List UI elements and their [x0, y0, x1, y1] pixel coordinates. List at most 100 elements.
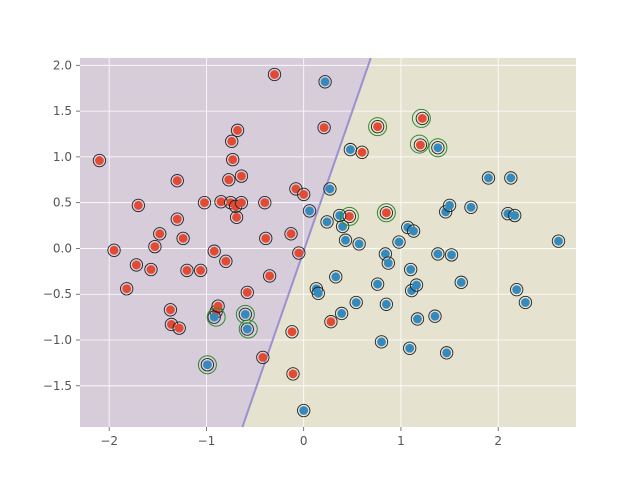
data-point-class-1 [318, 75, 332, 89]
data-point-class-1 [508, 208, 522, 223]
data-point-class-0 [370, 120, 385, 134]
data-point-class-1 [481, 171, 496, 185]
y-axis: −1.5 −1.0 −0.5 0.0 0.5 1.0 1.5 2.0 [43, 58, 80, 393]
data-point-class-1 [404, 262, 418, 277]
data-point-class-0 [413, 138, 428, 152]
data-point-class-0 [267, 67, 282, 82]
data-point-class-0 [129, 258, 144, 272]
data-point-class-0 [229, 210, 244, 224]
data-point-class-1 [504, 171, 518, 185]
data-point-class-1 [440, 346, 454, 360]
data-point-class-0 [92, 153, 107, 168]
x-tick-label: 2 [494, 434, 502, 448]
data-point-class-1 [444, 248, 459, 262]
support-vector-ring [197, 355, 217, 375]
support-vector-ring [339, 206, 359, 226]
plot-area [80, 57, 576, 428]
data-point-class-1 [343, 142, 358, 157]
support-vector-ring [428, 138, 448, 158]
data-point-class-0 [240, 285, 254, 300]
data-point-class-1 [551, 234, 566, 248]
x-tick-label: 1 [397, 434, 405, 448]
data-point-class-1 [381, 256, 395, 270]
data-point-class-0 [193, 263, 208, 278]
data-points [92, 67, 566, 418]
support-vector-ring [376, 203, 396, 223]
data-point-class-0 [222, 173, 236, 187]
data-point-class-1 [240, 322, 254, 336]
y-tick-label: 0.0 [53, 241, 72, 255]
data-point-class-0 [197, 196, 212, 210]
data-point-class-1 [454, 275, 468, 289]
data-point-class-0 [234, 196, 249, 210]
data-point-class-0 [226, 152, 240, 167]
x-tick-label: −1 [198, 434, 216, 448]
data-point-class-0 [297, 187, 311, 202]
data-point-class-1 [329, 270, 343, 284]
x-tick-label: 0 [300, 434, 308, 448]
data-point-class-1 [428, 309, 442, 323]
data-point-class-0 [225, 134, 239, 148]
data-point-class-0 [153, 227, 167, 241]
data-point-class-0 [176, 231, 190, 246]
data-point-class-0 [120, 282, 134, 296]
support-vector-ring [409, 134, 429, 154]
data-point-class-0 [256, 350, 270, 365]
support-vector-ring [206, 307, 226, 327]
data-point-class-0 [107, 243, 121, 257]
data-point-class-1 [333, 208, 347, 223]
data-point-class-1 [302, 204, 317, 218]
data-point-class-0 [144, 262, 158, 277]
data-point-class-1 [431, 247, 445, 261]
support-vector-rings [197, 108, 448, 375]
data-point-class-1 [200, 358, 215, 372]
data-point-class-1 [320, 215, 334, 229]
data-point-class-1 [323, 182, 337, 196]
data-point-class-0 [170, 174, 184, 188]
data-point-class-1 [392, 235, 406, 249]
data-point-class-0 [219, 254, 233, 268]
y-tick-label: 0.5 [53, 196, 72, 210]
data-point-class-0 [284, 227, 298, 241]
y-tick-label: 1.0 [53, 150, 72, 164]
data-point-class-1 [207, 310, 221, 324]
data-point-class-1 [518, 295, 533, 310]
data-point-class-0 [317, 120, 331, 135]
data-point-class-1 [379, 297, 394, 311]
x-tick-label: −2 [100, 434, 118, 448]
data-point-class-1 [334, 306, 349, 321]
data-point-class-0 [207, 244, 221, 258]
data-point-class-1 [370, 277, 385, 291]
data-point-class-0 [379, 206, 394, 220]
data-point-class-1 [406, 224, 421, 238]
data-point-class-1 [374, 335, 389, 349]
data-point-class-1 [409, 278, 424, 292]
data-point-class-0 [230, 123, 245, 137]
data-point-class-1 [378, 247, 393, 261]
support-vector-ring [368, 117, 388, 137]
data-point-class-1 [410, 312, 425, 326]
data-point-class-1 [431, 141, 445, 155]
data-point-class-0 [286, 367, 300, 381]
y-tick-label: 1.5 [53, 104, 72, 118]
data-point-class-0 [131, 198, 146, 213]
data-point-class-0 [415, 111, 429, 126]
data-point-class-0 [292, 246, 306, 260]
x-axis: −2 −1 0 1 2 [100, 427, 502, 448]
data-point-class-0 [172, 321, 186, 335]
data-point-class-1 [442, 198, 457, 213]
decision-region-class-1 [242, 58, 576, 427]
data-point-class-0 [355, 145, 369, 159]
data-point-class-0 [285, 325, 299, 339]
data-point-class-0 [170, 212, 184, 226]
data-point-class-1 [338, 233, 353, 247]
data-point-class-0 [262, 269, 277, 283]
data-point-class-0 [258, 196, 272, 210]
decision-region-class-0 [80, 58, 371, 427]
support-vector-ring [411, 108, 431, 128]
support-vector-ring [238, 319, 258, 339]
data-point-class-0 [180, 263, 194, 278]
data-point-class-0 [148, 239, 162, 254]
support-vector-ring [235, 304, 255, 324]
